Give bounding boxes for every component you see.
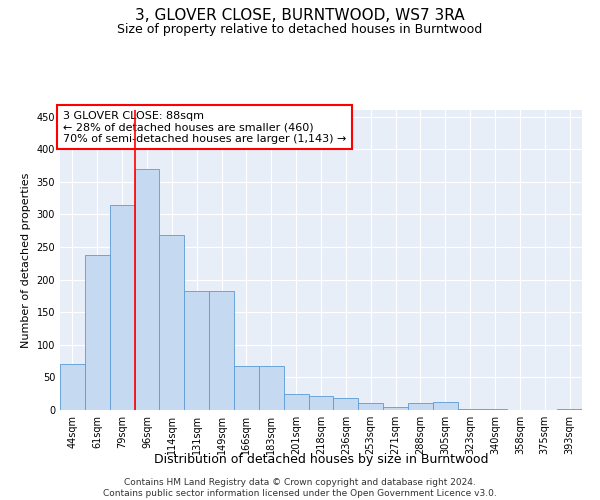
Text: 3 GLOVER CLOSE: 88sqm
← 28% of detached houses are smaller (460)
70% of semi-det: 3 GLOVER CLOSE: 88sqm ← 28% of detached …	[62, 110, 346, 144]
Text: 3, GLOVER CLOSE, BURNTWOOD, WS7 3RA: 3, GLOVER CLOSE, BURNTWOOD, WS7 3RA	[135, 8, 465, 22]
Bar	[60, 364, 85, 410]
Bar	[334, 398, 358, 410]
Bar	[408, 404, 433, 410]
Bar	[433, 402, 458, 410]
Bar	[184, 292, 209, 410]
Y-axis label: Number of detached properties: Number of detached properties	[21, 172, 31, 348]
Bar	[134, 168, 160, 410]
Text: Contains HM Land Registry data © Crown copyright and database right 2024.
Contai: Contains HM Land Registry data © Crown c…	[103, 478, 497, 498]
Bar	[557, 408, 582, 410]
Bar	[383, 406, 408, 410]
Text: Distribution of detached houses by size in Burntwood: Distribution of detached houses by size …	[154, 452, 488, 466]
Bar	[234, 366, 259, 410]
Bar	[259, 366, 284, 410]
Bar	[110, 204, 134, 410]
Bar	[308, 396, 334, 410]
Text: Size of property relative to detached houses in Burntwood: Size of property relative to detached ho…	[118, 22, 482, 36]
Bar	[209, 292, 234, 410]
Bar	[160, 235, 184, 410]
Bar	[284, 394, 308, 410]
Bar	[358, 404, 383, 410]
Bar	[85, 256, 110, 410]
